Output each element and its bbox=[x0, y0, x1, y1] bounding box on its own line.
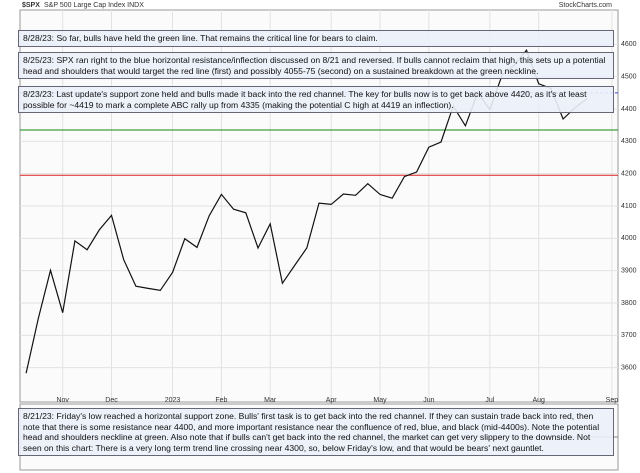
x-tick-label: Jun bbox=[423, 397, 434, 404]
x-tick-label: Dec bbox=[105, 397, 118, 404]
annotation: 8/23/23: Last update's support zone held… bbox=[18, 86, 614, 113]
x-tick-label: May bbox=[373, 397, 387, 404]
y-tick-label: 4600 bbox=[621, 41, 637, 48]
x-tick-label: Mar bbox=[264, 397, 277, 404]
y-tick-label: 4400 bbox=[621, 106, 637, 113]
x-tick-label: Apr bbox=[326, 397, 338, 404]
y-tick-label: 3700 bbox=[621, 332, 637, 339]
y-tick-label: 3900 bbox=[621, 268, 637, 275]
x-tick-label: Nov bbox=[56, 397, 69, 404]
symbol: $SPX bbox=[22, 2, 40, 9]
annotation: 8/21/23: Friday's low reached a horizont… bbox=[18, 408, 614, 456]
x-tick-label: Sep bbox=[606, 397, 619, 404]
y-tick-label: 4500 bbox=[621, 74, 637, 81]
annotation: 8/28/23: So far, bulls have held the gre… bbox=[18, 30, 614, 47]
y-tick-label: 4100 bbox=[621, 203, 637, 210]
x-tick-label: Aug bbox=[532, 397, 545, 404]
y-tick-label: 3800 bbox=[621, 300, 637, 307]
y-tick-label: 4200 bbox=[621, 171, 637, 178]
symbol-name: S&P 500 Large Cap Index INDX bbox=[44, 2, 144, 9]
source: StockCharts.com bbox=[559, 2, 612, 9]
annotation: 8/25/23: SPX ran right to the blue horiz… bbox=[18, 52, 614, 79]
x-tick-label: 2023 bbox=[165, 397, 181, 404]
x-tick-label: Jul bbox=[485, 397, 494, 404]
x-tick-label: Feb bbox=[215, 397, 227, 404]
y-tick-label: 4300 bbox=[621, 138, 637, 145]
y-tick-label: 3600 bbox=[621, 365, 637, 372]
y-tick-label: 4000 bbox=[621, 235, 637, 242]
